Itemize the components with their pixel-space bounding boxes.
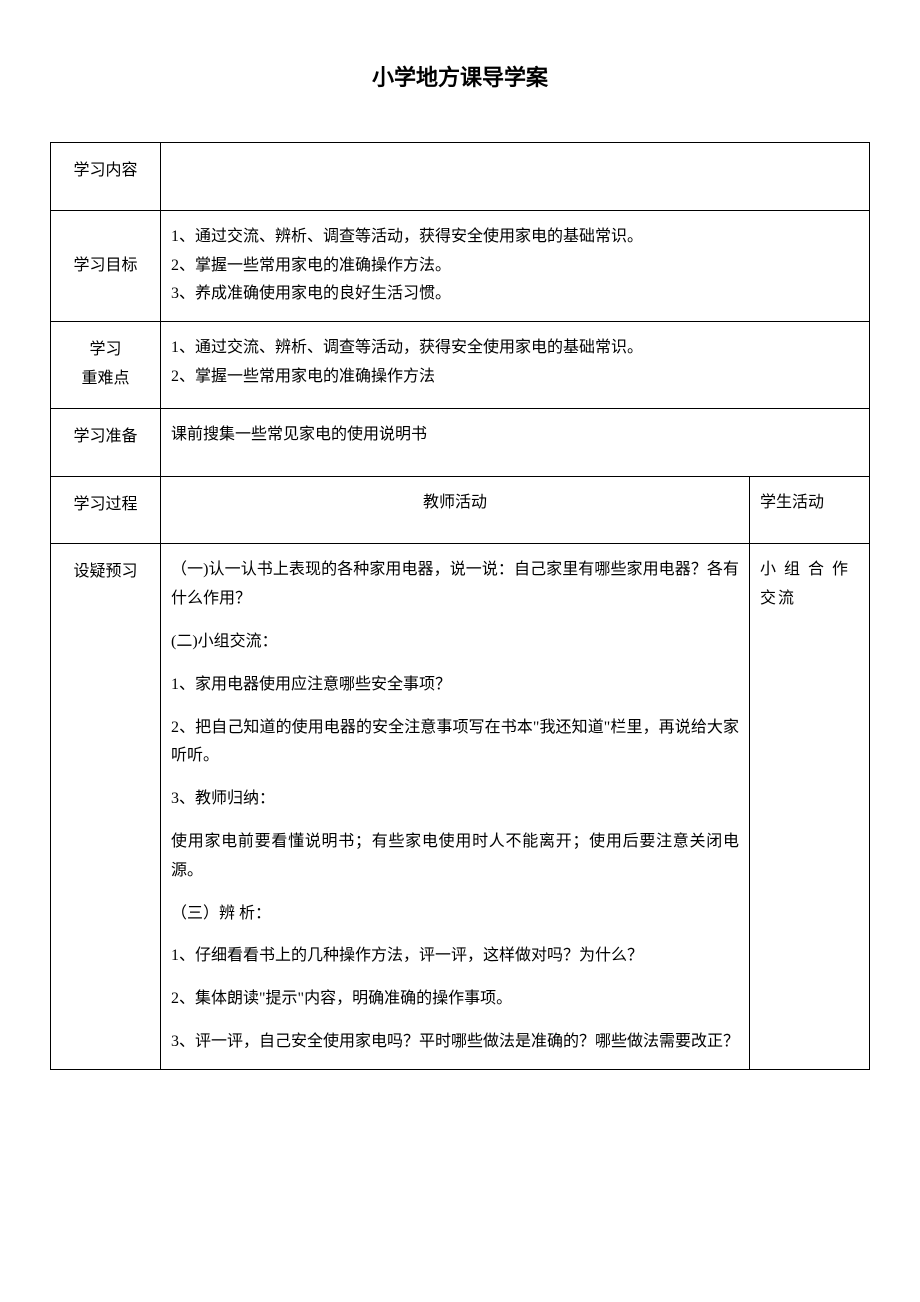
teacher-line-1: （一)认一认书上表现的各种家用电器，说一说：自己家里有哪些家用电器？各有什么作用… — [171, 556, 739, 614]
value-goals: 1、通过交流、辨析、调查等活动，获得安全使用家电的基础常识。 2、掌握一些常用家… — [161, 210, 870, 321]
teacher-line-10: 3、评一评，自己安全使用家电吗？平时哪些做法是准确的？哪些做法需要改正？ — [171, 1028, 739, 1057]
row-content: 学习内容 — [51, 143, 870, 211]
label-content: 学习内容 — [51, 143, 161, 211]
row-prep: 学习准备 课前搜集一些常见家电的使用说明书 — [51, 408, 870, 476]
label-prep: 学习准备 — [51, 408, 161, 476]
label-preview: 设疑预习 — [51, 544, 161, 1069]
teacher-line-9: 2、集体朗读"提示"内容，明确准确的操作事项。 — [171, 985, 739, 1014]
teacher-activity: （一)认一认书上表现的各种家用电器，说一说：自己家里有哪些家用电器？各有什么作用… — [161, 544, 750, 1069]
value-content — [161, 143, 870, 211]
teacher-line-5: 3、教师归纳： — [171, 785, 739, 814]
teacher-line-2: (二)小组交流： — [171, 628, 739, 657]
keypoint-line-1: 1、通过交流、辨析、调查等活动，获得安全使用家电的基础常识。 — [171, 334, 859, 363]
keypoint-line-2: 2、掌握一些常用家电的准确操作方法 — [171, 363, 859, 392]
row-goals: 学习目标 1、通过交流、辨析、调查等活动，获得安全使用家电的基础常识。 2、掌握… — [51, 210, 870, 321]
goal-line-3: 3、养成准确使用家电的良好生活习惯。 — [171, 280, 859, 309]
teacher-line-3: 1、家用电器使用应注意哪些安全事项？ — [171, 671, 739, 700]
header-student: 学生活动 — [750, 476, 870, 544]
page-title: 小学地方课导学案 — [50, 60, 870, 92]
teacher-line-4: 2、把自己知道的使用电器的安全注意事项写在书本"我还知道"栏里，再说给大家听听。 — [171, 714, 739, 772]
row-process-header: 学习过程 教师活动 学生活动 — [51, 476, 870, 544]
header-teacher: 教师活动 — [161, 476, 750, 544]
goal-line-1: 1、通过交流、辨析、调查等活动，获得安全使用家电的基础常识。 — [171, 223, 859, 252]
label-process: 学习过程 — [51, 476, 161, 544]
student-activity: 小 组 合 作 交流 — [750, 544, 870, 1069]
teacher-line-6: 使用家电前要看懂说明书；有些家电使用时人不能离开；使用后要注意关闭电源。 — [171, 828, 739, 886]
teacher-line-7: （三）辨 析： — [171, 900, 739, 929]
value-prep: 课前搜集一些常见家电的使用说明书 — [161, 408, 870, 476]
value-keypoints: 1、通过交流、辨析、调查等活动，获得安全使用家电的基础常识。 2、掌握一些常用家… — [161, 322, 870, 409]
teacher-line-8: 1、仔细看看书上的几种操作方法，评一评，这样做对吗？为什么？ — [171, 942, 739, 971]
row-process-body: 设疑预习 （一)认一认书上表现的各种家用电器，说一说：自己家里有哪些家用电器？各… — [51, 544, 870, 1069]
row-keypoints: 学习 重难点 1、通过交流、辨析、调查等活动，获得安全使用家电的基础常识。 2、… — [51, 322, 870, 409]
lesson-table: 学习内容 学习目标 1、通过交流、辨析、调查等活动，获得安全使用家电的基础常识。… — [50, 142, 870, 1070]
label-keypoints: 学习 重难点 — [51, 322, 161, 409]
label-goals: 学习目标 — [51, 210, 161, 321]
goal-line-2: 2、掌握一些常用家电的准确操作方法。 — [171, 252, 859, 281]
